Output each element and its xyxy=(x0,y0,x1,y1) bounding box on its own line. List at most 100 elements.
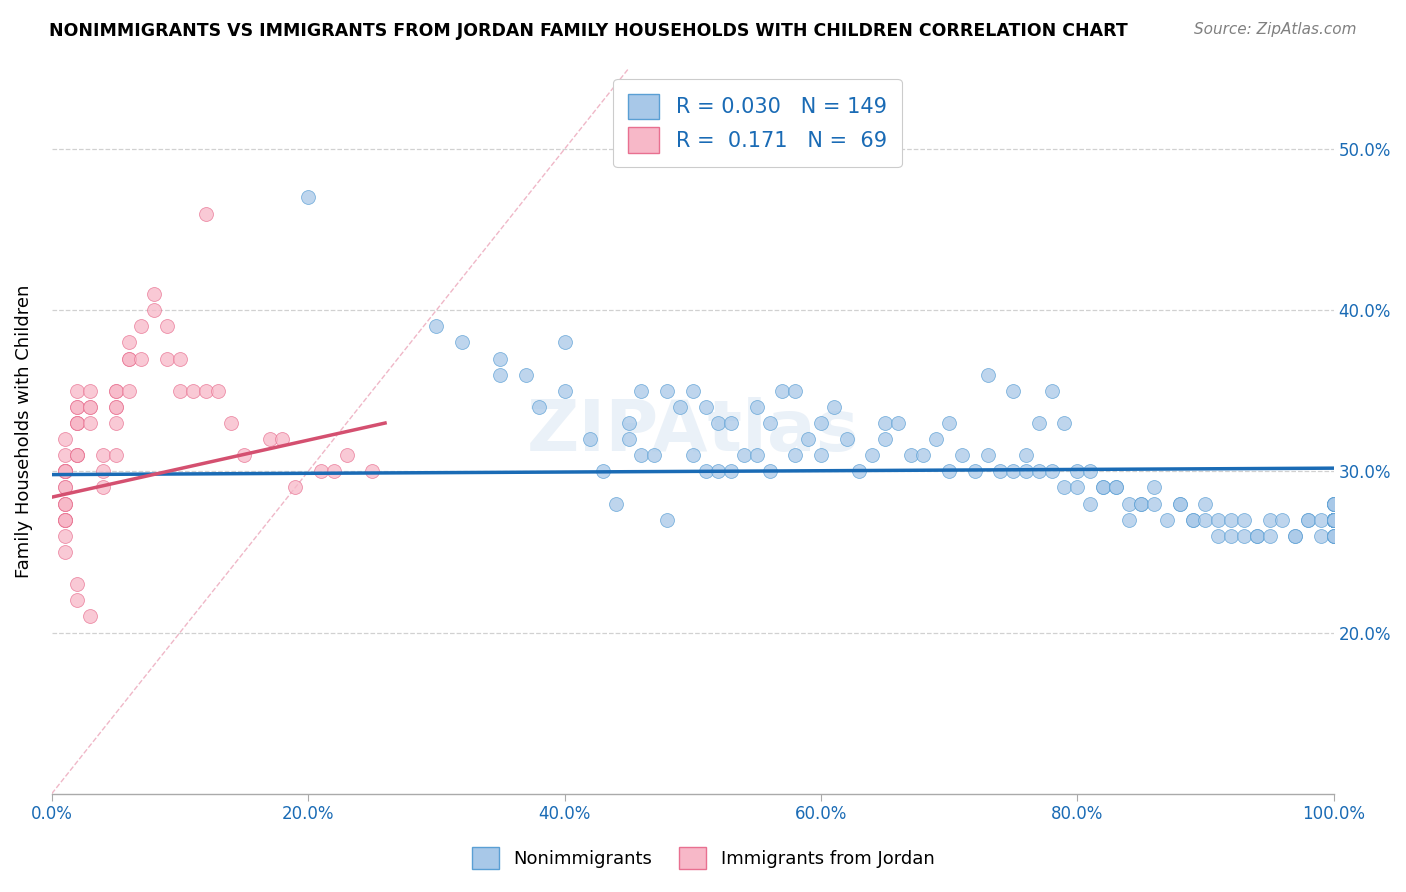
Point xyxy=(104,384,127,398)
Point xyxy=(695,464,717,478)
Point xyxy=(1323,513,1346,527)
Point xyxy=(630,448,652,462)
Point xyxy=(143,303,166,318)
Point xyxy=(181,384,204,398)
Point xyxy=(91,464,114,478)
Point xyxy=(194,384,217,398)
Point xyxy=(53,464,76,478)
Point xyxy=(1323,513,1346,527)
Y-axis label: Family Households with Children: Family Households with Children xyxy=(15,285,32,578)
Point xyxy=(1323,497,1346,511)
Point xyxy=(1181,513,1204,527)
Point xyxy=(1246,529,1268,543)
Point xyxy=(53,513,76,527)
Point xyxy=(605,497,627,511)
Point xyxy=(1258,513,1281,527)
Point xyxy=(91,481,114,495)
Point xyxy=(1206,529,1229,543)
Point xyxy=(53,497,76,511)
Point xyxy=(1323,529,1346,543)
Point xyxy=(53,448,76,462)
Point xyxy=(1220,529,1243,543)
Point xyxy=(104,400,127,414)
Point xyxy=(1323,513,1346,527)
Point xyxy=(1040,464,1063,478)
Point xyxy=(1066,464,1088,478)
Point xyxy=(66,448,89,462)
Point xyxy=(1323,497,1346,511)
Point xyxy=(53,545,76,559)
Point xyxy=(66,448,89,462)
Point xyxy=(1323,513,1346,527)
Point xyxy=(1284,529,1306,543)
Point xyxy=(66,416,89,430)
Point xyxy=(489,368,512,382)
Point xyxy=(695,400,717,414)
Point xyxy=(1118,497,1140,511)
Point xyxy=(53,464,76,478)
Point xyxy=(770,384,793,398)
Point xyxy=(1284,529,1306,543)
Legend: R = 0.030   N = 149, R =  0.171   N =  69: R = 0.030 N = 149, R = 0.171 N = 69 xyxy=(613,78,901,168)
Point xyxy=(53,481,76,495)
Point xyxy=(1323,513,1346,527)
Point xyxy=(322,464,344,478)
Legend: Nonimmigrants, Immigrants from Jordan: Nonimmigrants, Immigrants from Jordan xyxy=(463,838,943,879)
Point xyxy=(53,497,76,511)
Point xyxy=(1168,497,1191,511)
Point xyxy=(53,464,76,478)
Point xyxy=(271,432,294,446)
Point xyxy=(336,448,359,462)
Point xyxy=(785,384,807,398)
Point xyxy=(758,464,780,478)
Point xyxy=(1323,513,1346,527)
Point xyxy=(1323,513,1346,527)
Point xyxy=(1323,513,1346,527)
Point xyxy=(1271,513,1294,527)
Point xyxy=(194,206,217,220)
Point xyxy=(1323,513,1346,527)
Point xyxy=(79,400,101,414)
Point xyxy=(810,416,832,430)
Point xyxy=(707,464,730,478)
Point xyxy=(988,464,1011,478)
Point xyxy=(976,368,998,382)
Point xyxy=(156,351,179,366)
Point xyxy=(1233,529,1256,543)
Point xyxy=(131,319,153,334)
Point xyxy=(669,400,692,414)
Point xyxy=(1028,416,1050,430)
Point xyxy=(963,464,986,478)
Text: NONIMMIGRANTS VS IMMIGRANTS FROM JORDAN FAMILY HOUSEHOLDS WITH CHILDREN CORRELAT: NONIMMIGRANTS VS IMMIGRANTS FROM JORDAN … xyxy=(49,22,1128,40)
Point xyxy=(1220,513,1243,527)
Point xyxy=(1323,513,1346,527)
Point xyxy=(53,464,76,478)
Point xyxy=(860,448,883,462)
Point xyxy=(1053,481,1076,495)
Point xyxy=(887,416,910,430)
Point xyxy=(1258,529,1281,543)
Point xyxy=(1323,513,1346,527)
Point xyxy=(156,319,179,334)
Point xyxy=(1143,481,1166,495)
Point xyxy=(118,351,141,366)
Point xyxy=(1015,464,1038,478)
Point xyxy=(1323,513,1346,527)
Point xyxy=(1246,529,1268,543)
Point xyxy=(53,513,76,527)
Point xyxy=(1233,513,1256,527)
Point xyxy=(1002,464,1025,478)
Point xyxy=(797,432,820,446)
Point xyxy=(207,384,229,398)
Point xyxy=(66,593,89,607)
Point xyxy=(79,384,101,398)
Point xyxy=(233,448,256,462)
Point xyxy=(1143,497,1166,511)
Point xyxy=(53,529,76,543)
Point xyxy=(169,384,191,398)
Point xyxy=(66,416,89,430)
Point xyxy=(79,400,101,414)
Point xyxy=(810,448,832,462)
Point xyxy=(1156,513,1178,527)
Point xyxy=(1040,384,1063,398)
